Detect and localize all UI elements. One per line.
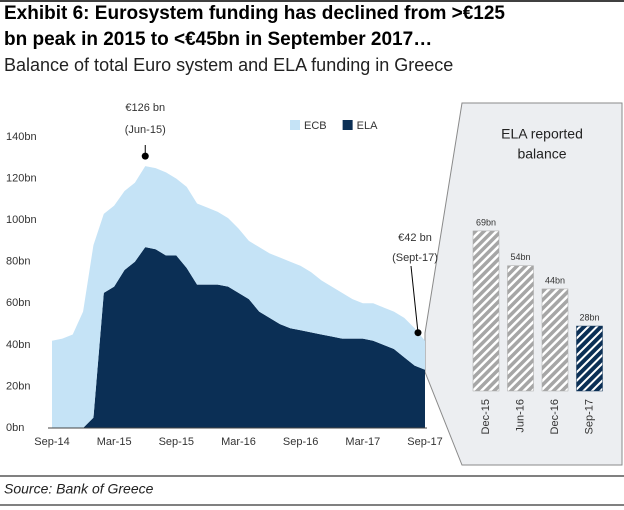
x-tick-label: Sep-16 (283, 436, 318, 448)
y-tick-label: 120bn (6, 172, 37, 184)
annotation-dot (414, 329, 422, 337)
legend-label: ELA (357, 120, 378, 132)
x-tick-label: Jun-16 (514, 399, 526, 433)
bar (507, 265, 534, 392)
bar (541, 288, 569, 392)
inset-title: ELA reported (501, 126, 583, 142)
annotation-dot (141, 152, 149, 160)
annotation-line (410, 265, 419, 333)
y-tick-label: 20bn (6, 380, 30, 392)
source: Source: Bank of Greece (4, 481, 154, 497)
x-tick-label: Sep-17 (407, 436, 442, 448)
legend-swatch (290, 120, 300, 130)
title-line: bn peak in 2015 to <€45bn in September 2… (4, 29, 432, 50)
y-tick-label: 0bn (6, 422, 24, 434)
bar-label: 69bn (476, 217, 496, 227)
y-tick-label: 60bn (6, 297, 30, 309)
y-tick-label: 80bn (6, 256, 30, 268)
annotation: €126 bn (125, 102, 165, 114)
x-tick-label: Mar-15 (97, 436, 132, 448)
bar-label: 54bn (510, 252, 530, 262)
annotation: €42 bn (398, 232, 432, 244)
annotation: (Jun-15) (125, 124, 166, 136)
x-tick-label: Sep-15 (159, 436, 194, 448)
y-tick-label: 40bn (6, 339, 30, 351)
x-tick-label: Mar-16 (221, 436, 256, 448)
x-tick-label: Sep-14 (34, 436, 69, 448)
x-tick-label: Sep-17 (583, 399, 595, 434)
y-tick-label: 140bn (6, 131, 37, 143)
subtitle: Balance of total Euro system and ELA fun… (4, 55, 453, 75)
x-tick-label: Dec-16 (549, 399, 561, 434)
area (52, 247, 425, 428)
bar-label: 28bn (579, 312, 599, 322)
bar (472, 230, 500, 392)
bar-label: 44bn (545, 275, 565, 285)
legend-swatch (342, 120, 353, 130)
annotation: (Sept-17) (392, 252, 438, 264)
x-tick-label: Dec-15 (480, 399, 492, 434)
area (52, 166, 425, 428)
y-tick-label: 100bn (6, 214, 37, 226)
bar (576, 325, 603, 392)
title-line: Exhibit 6: Eurosystem funding has declin… (4, 3, 505, 24)
inset-title: balance (517, 146, 566, 162)
x-tick-label: Mar-17 (345, 436, 380, 448)
legend-label: ECB (304, 120, 327, 132)
